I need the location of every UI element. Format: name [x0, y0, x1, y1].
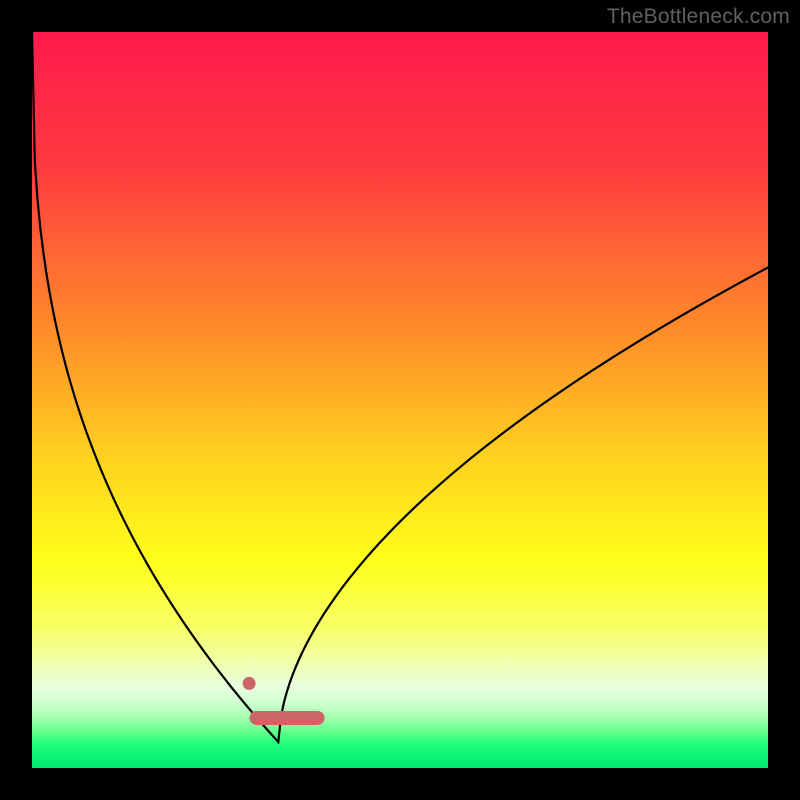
detached-marker-dot [243, 677, 256, 690]
bottom-marker-dot [260, 711, 273, 724]
bottom-marker-dot [287, 711, 300, 724]
bottom-marker-dot [311, 711, 324, 724]
chart-svg [0, 0, 800, 800]
bottom-marker-dot [273, 711, 286, 724]
chart-root: TheBottleneck.com [0, 0, 800, 800]
plot-area [32, 32, 768, 768]
